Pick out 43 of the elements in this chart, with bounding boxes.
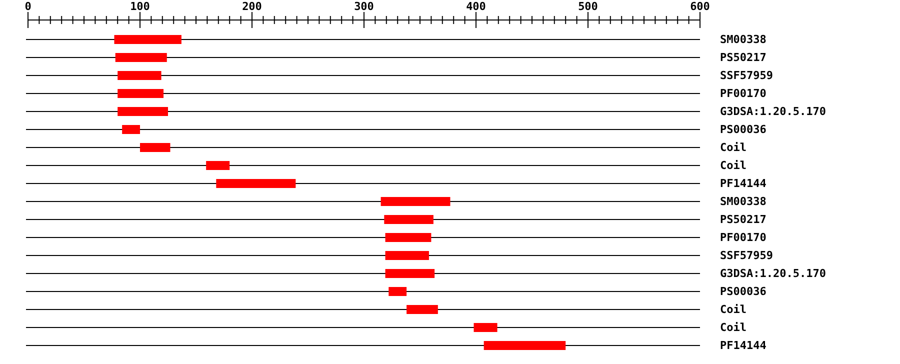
- bar: [380, 197, 450, 206]
- bar: [385, 269, 435, 278]
- bar: [114, 35, 182, 44]
- y-tick-label: G3DSA:1.20.5.170: [720, 105, 826, 118]
- bar: [216, 179, 296, 188]
- bar: [385, 233, 432, 242]
- bar: [474, 323, 498, 332]
- bar: [140, 143, 170, 152]
- bar: [118, 107, 168, 116]
- bar: [122, 125, 140, 134]
- y-tick-label: Coil: [720, 321, 746, 334]
- y-tick-label: PS50217: [720, 51, 766, 64]
- bar: [385, 251, 429, 260]
- x-tick-label: 600: [690, 0, 710, 13]
- x-tick-label: 0: [24, 0, 32, 13]
- y-tick-label: PF00170: [720, 231, 766, 244]
- x-tick-label: 500: [578, 0, 598, 13]
- bar: [206, 161, 230, 170]
- bar: [115, 53, 167, 62]
- y-tick-label: PF14144: [720, 339, 767, 352]
- bar: [118, 71, 162, 80]
- y-tick-label: Coil: [720, 303, 746, 316]
- y-tick-label: PF00170: [720, 87, 766, 100]
- y-tick-label: Coil: [720, 141, 746, 154]
- bar: [388, 287, 407, 296]
- bar: [484, 341, 566, 350]
- y-tick-label: SM00338: [720, 195, 766, 208]
- y-tick-label: PS00036: [720, 285, 767, 298]
- y-tick-label: PS50217: [720, 213, 766, 226]
- x-tick-label: 200: [242, 0, 262, 13]
- y-tick-label: SSF57959: [720, 69, 773, 82]
- y-tick-label: SSF57959: [720, 249, 773, 262]
- bar: [118, 89, 164, 98]
- y-tick-label: SM00338: [720, 33, 766, 46]
- x-tick-label: 300: [354, 0, 374, 13]
- bar: [406, 305, 438, 314]
- y-tick-label: PF14144: [720, 177, 767, 190]
- y-tick-label: PS00036: [720, 123, 767, 136]
- x-tick-label: 400: [466, 0, 486, 13]
- bar: [384, 215, 434, 224]
- y-tick-label: G3DSA:1.20.5.170: [720, 267, 826, 280]
- x-tick-label: 100: [130, 0, 150, 13]
- y-tick-label: Coil: [720, 159, 746, 172]
